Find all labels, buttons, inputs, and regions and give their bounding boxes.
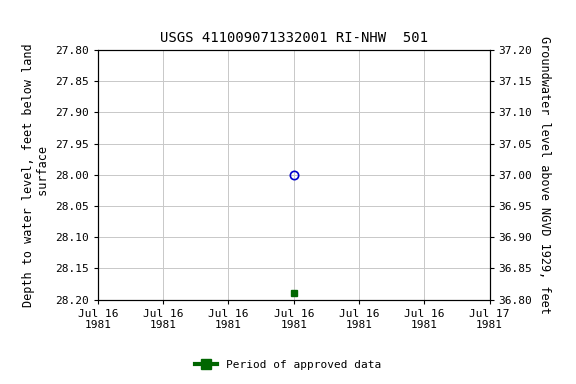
Y-axis label: Groundwater level above NGVD 1929, feet: Groundwater level above NGVD 1929, feet — [538, 36, 551, 314]
Legend: Period of approved data: Period of approved data — [191, 356, 385, 375]
Y-axis label: Depth to water level, feet below land
 surface: Depth to water level, feet below land su… — [21, 43, 50, 306]
Title: USGS 411009071332001 RI-NHW  501: USGS 411009071332001 RI-NHW 501 — [160, 31, 428, 45]
